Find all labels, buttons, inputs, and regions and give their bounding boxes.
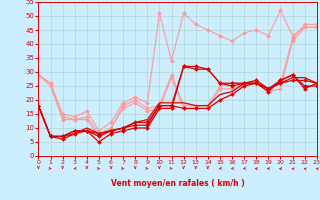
X-axis label: Vent moyen/en rafales ( km/h ): Vent moyen/en rafales ( km/h ) [111, 179, 244, 188]
